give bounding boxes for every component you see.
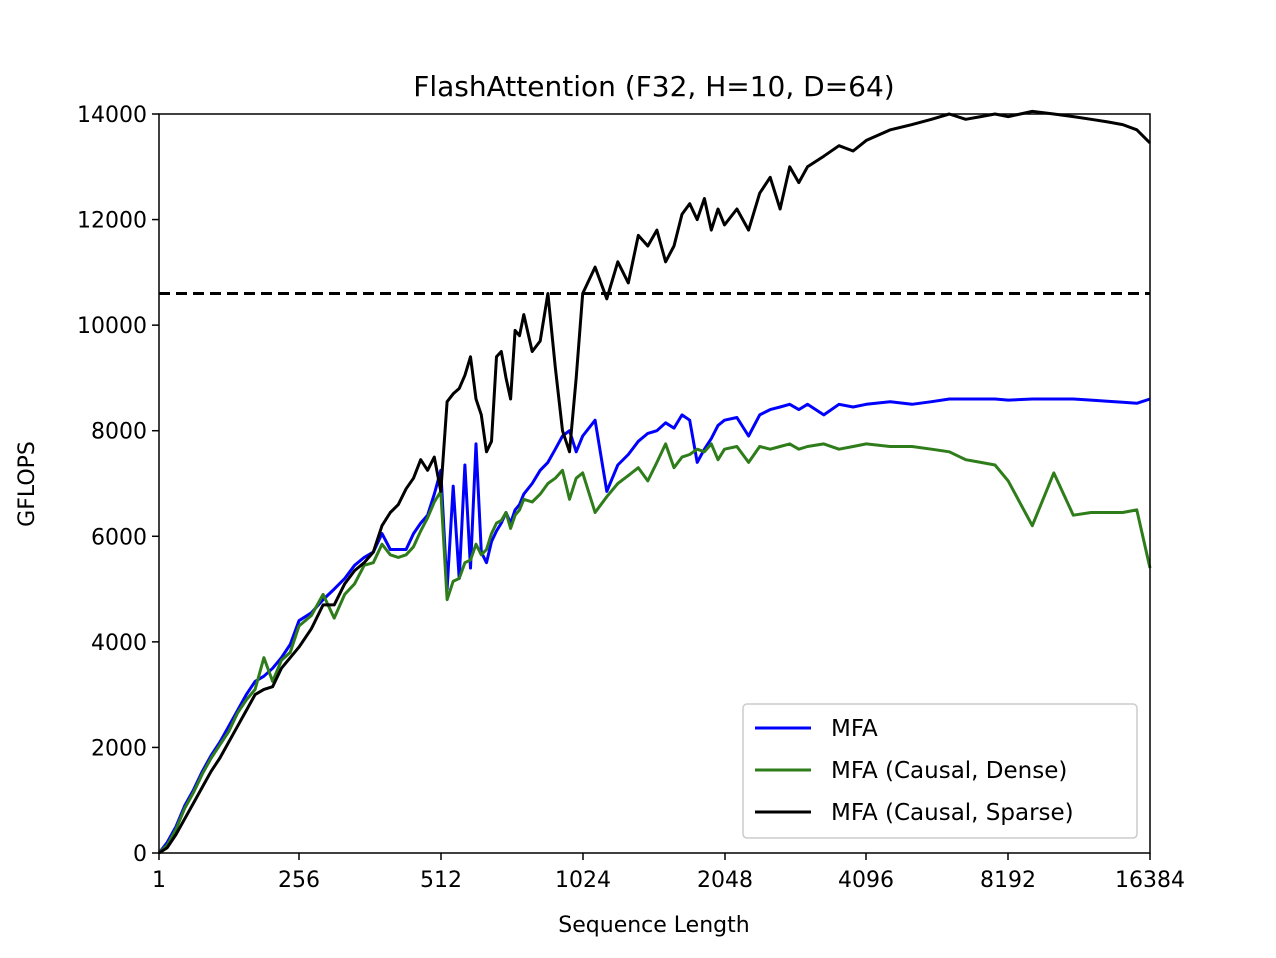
x-tick-label: 4096 bbox=[838, 868, 894, 893]
y-tick-label: 8000 bbox=[91, 420, 147, 445]
y-tick-label: 4000 bbox=[91, 631, 147, 656]
series-line-1 bbox=[157, 397, 1151, 854]
legend-label: MFA bbox=[831, 716, 878, 742]
chart-title: FlashAttention (F32, H=10, D=64) bbox=[413, 70, 894, 103]
x-axis-ticks: 1 256 512 1024 2048 4096 8192 16384 bbox=[152, 853, 1185, 893]
series-line-3 bbox=[158, 109, 1152, 855]
series-line-2 bbox=[157, 442, 1152, 855]
y-tick-label: 6000 bbox=[91, 525, 147, 550]
legend-box bbox=[742, 703, 1138, 839]
x-axis-label: Sequence Length bbox=[558, 913, 749, 938]
y-tick-label: 12000 bbox=[77, 209, 147, 234]
legend-label: MFA (Causal, Sparse) bbox=[831, 800, 1074, 826]
x-tick-label: 1024 bbox=[555, 868, 611, 893]
x-tick-label: 1 bbox=[152, 868, 166, 893]
plot-frame bbox=[158, 113, 1151, 854]
y-tick-label: 10000 bbox=[77, 314, 147, 339]
series-lines bbox=[157, 109, 1152, 855]
legend-label: MFA (Causal, Dense) bbox=[831, 758, 1067, 784]
x-tick-label: 2048 bbox=[697, 868, 753, 893]
x-tick-label: 16384 bbox=[1115, 868, 1185, 893]
y-tick-label: 14000 bbox=[77, 103, 147, 128]
x-tick-label: 512 bbox=[420, 868, 462, 893]
y-axis-ticks: 0 2000 4000 6000 8000 10000 12000 14000 bbox=[77, 103, 159, 867]
x-tick-label: 256 bbox=[278, 868, 320, 893]
legend: MFA MFA (Causal, Dense) MFA (Causal, Spars… bbox=[742, 703, 1138, 839]
y-axis-label: GFLOPS bbox=[15, 441, 40, 527]
x-tick-label: 8192 bbox=[980, 868, 1036, 893]
y-tick-label: 0 bbox=[133, 842, 147, 867]
y-tick-label: 2000 bbox=[91, 736, 147, 761]
